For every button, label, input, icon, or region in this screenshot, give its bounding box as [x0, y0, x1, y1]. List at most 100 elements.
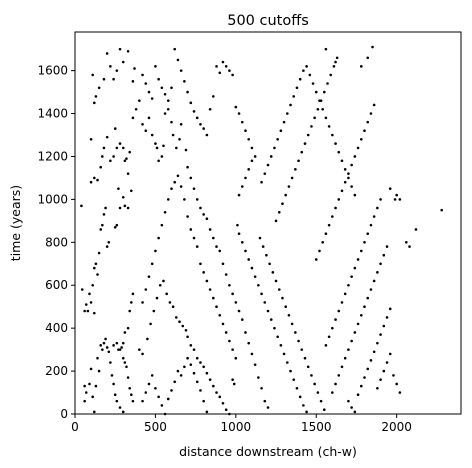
data-point [228, 69, 231, 72]
data-point [121, 60, 125, 64]
data-point [144, 391, 148, 394]
data-point [329, 73, 333, 77]
data-point [157, 159, 160, 163]
data-point [268, 262, 271, 266]
data-point [240, 185, 244, 188]
data-point [382, 369, 386, 373]
data-point [83, 399, 86, 403]
data-point [128, 386, 131, 390]
data-point [123, 361, 127, 364]
data-point [347, 399, 350, 403]
data-point [112, 77, 115, 81]
data-point [160, 223, 164, 227]
data-point [350, 163, 353, 167]
y-tick-label: 0 [60, 407, 68, 421]
data-point [316, 391, 320, 394]
data-point [274, 279, 278, 283]
data-point [123, 331, 127, 334]
data-point [150, 133, 154, 137]
data-point [138, 99, 141, 102]
data-point [141, 399, 144, 403]
data-point [379, 198, 382, 201]
data-point [271, 271, 275, 274]
data-point [282, 352, 286, 356]
data-point [295, 86, 299, 90]
data-point [334, 382, 337, 386]
data-point [282, 120, 286, 124]
data-point [175, 146, 178, 150]
data-point [129, 189, 133, 193]
data-point [231, 292, 234, 296]
data-point [173, 380, 177, 384]
data-point [240, 318, 244, 321]
data-point [102, 213, 106, 216]
data-point [388, 352, 392, 356]
data-point [331, 391, 334, 394]
data-point [302, 404, 305, 407]
data-point [121, 341, 125, 345]
data-point [366, 56, 370, 60]
data-point [144, 288, 148, 291]
data-point [150, 374, 154, 377]
data-point [105, 245, 109, 248]
data-point [176, 174, 180, 178]
data-point [347, 172, 350, 175]
y-tick-label: 1000 [37, 192, 68, 206]
data-point [335, 56, 339, 60]
data-point [324, 344, 328, 347]
data-point [179, 185, 183, 188]
data-point [376, 386, 379, 390]
data-point [334, 142, 337, 145]
data-point [337, 198, 341, 201]
data-point [327, 125, 331, 128]
data-point [195, 245, 199, 248]
data-point [189, 344, 193, 347]
data-point [279, 344, 283, 347]
data-point [321, 241, 324, 244]
data-point [115, 146, 119, 150]
data-point [215, 305, 218, 309]
data-point [115, 69, 119, 72]
points-layer [80, 45, 444, 416]
data-point [343, 168, 347, 171]
data-point [393, 198, 397, 201]
data-point [157, 77, 160, 81]
data-point [392, 374, 395, 377]
data-point [141, 301, 144, 304]
data-point [192, 110, 196, 113]
data-point [279, 129, 283, 133]
data-point [166, 107, 170, 111]
data-point [186, 335, 189, 339]
data-point [99, 165, 103, 169]
data-point [353, 155, 357, 158]
data-point [208, 228, 212, 231]
data-point [334, 206, 337, 210]
data-point [157, 395, 160, 399]
data-point [218, 71, 222, 75]
data-point [300, 150, 304, 154]
data-point [297, 339, 300, 343]
data-point [126, 206, 130, 210]
data-point [94, 95, 98, 98]
data-point [240, 120, 244, 124]
data-point [107, 241, 111, 244]
data-point [166, 397, 170, 401]
data-point [155, 296, 159, 300]
data-point [183, 198, 186, 201]
data-point [199, 206, 202, 210]
data-point [237, 193, 241, 197]
data-point [306, 133, 310, 137]
data-point [128, 309, 131, 313]
data-point [303, 356, 307, 360]
data-point [313, 382, 316, 386]
data-point [318, 249, 321, 253]
data-point [199, 262, 202, 266]
data-point [232, 382, 236, 386]
data-point [322, 408, 326, 412]
data-point [350, 339, 353, 343]
data-point [86, 309, 90, 313]
data-point [363, 129, 366, 133]
data-point [276, 335, 279, 339]
data-point [263, 172, 267, 175]
data-point [347, 176, 350, 180]
